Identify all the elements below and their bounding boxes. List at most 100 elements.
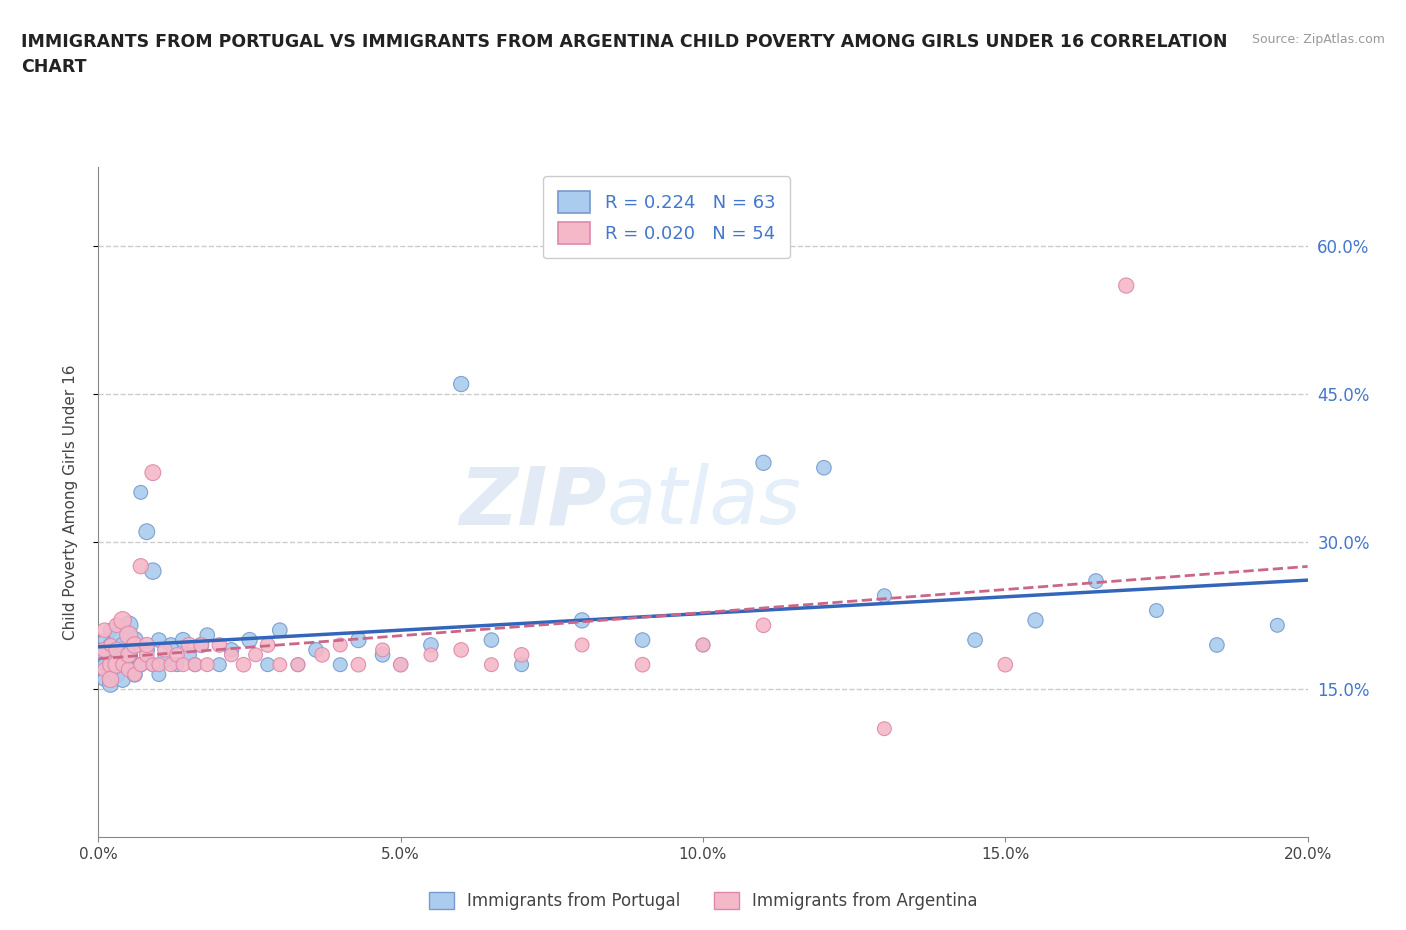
Point xyxy=(371,647,394,662)
Y-axis label: Child Poverty Among Girls Under 16: Child Poverty Among Girls Under 16 xyxy=(63,365,77,640)
Point xyxy=(873,589,896,604)
Point xyxy=(124,667,146,682)
Point xyxy=(965,632,987,647)
Point xyxy=(142,658,165,672)
Point xyxy=(1115,278,1137,293)
Point xyxy=(245,647,267,662)
Point xyxy=(329,638,352,653)
Point xyxy=(311,647,333,662)
Point xyxy=(184,658,207,672)
Point xyxy=(371,643,394,658)
Point xyxy=(160,638,183,653)
Point xyxy=(105,643,128,658)
Point xyxy=(190,638,212,653)
Point xyxy=(135,525,157,539)
Point xyxy=(994,658,1017,672)
Point xyxy=(118,662,141,677)
Point xyxy=(118,658,141,672)
Point xyxy=(124,667,146,682)
Point xyxy=(118,647,141,662)
Point xyxy=(329,658,352,672)
Point xyxy=(124,638,146,653)
Point xyxy=(179,638,201,653)
Point xyxy=(118,628,141,643)
Point xyxy=(256,638,278,653)
Point xyxy=(142,564,165,578)
Text: IMMIGRANTS FROM PORTUGAL VS IMMIGRANTS FROM ARGENTINA CHILD POVERTY AMONG GIRLS : IMMIGRANTS FROM PORTUGAL VS IMMIGRANTS F… xyxy=(21,33,1227,75)
Point xyxy=(148,667,170,682)
Point xyxy=(347,658,370,672)
Point xyxy=(1144,603,1167,618)
Legend: Immigrants from Portugal, Immigrants from Argentina: Immigrants from Portugal, Immigrants fro… xyxy=(422,885,984,917)
Point xyxy=(179,647,201,662)
Point xyxy=(221,647,243,662)
Point xyxy=(93,672,115,687)
Point xyxy=(100,623,122,638)
Point xyxy=(287,658,309,672)
Point xyxy=(208,638,231,653)
Point xyxy=(93,662,115,677)
Point xyxy=(129,559,152,574)
Point xyxy=(1206,638,1229,653)
Point xyxy=(93,623,115,638)
Point xyxy=(160,658,183,672)
Point xyxy=(93,647,115,662)
Point xyxy=(1085,574,1108,589)
Point xyxy=(100,672,122,687)
Point xyxy=(118,618,141,632)
Point xyxy=(190,638,212,653)
Point xyxy=(105,618,128,632)
Point xyxy=(111,613,134,628)
Point xyxy=(153,652,176,667)
Point xyxy=(269,623,291,638)
Point xyxy=(111,638,134,653)
Point xyxy=(148,632,170,647)
Point xyxy=(420,638,443,653)
Text: Source: ZipAtlas.com: Source: ZipAtlas.com xyxy=(1251,33,1385,46)
Point xyxy=(481,632,503,647)
Point xyxy=(100,658,122,672)
Legend: R = 0.224   N = 63, R = 0.020   N = 54: R = 0.224 N = 63, R = 0.020 N = 54 xyxy=(544,177,790,259)
Point xyxy=(93,643,115,658)
Point xyxy=(153,643,176,658)
Point xyxy=(420,647,443,662)
Point xyxy=(389,658,412,672)
Point xyxy=(105,643,128,658)
Point xyxy=(232,658,254,672)
Point xyxy=(166,658,188,672)
Point xyxy=(1267,618,1289,632)
Point xyxy=(93,658,115,672)
Point xyxy=(752,456,775,471)
Point xyxy=(347,632,370,647)
Point xyxy=(195,658,218,672)
Point xyxy=(135,647,157,662)
Point xyxy=(752,618,775,632)
Point xyxy=(1024,613,1046,628)
Point xyxy=(450,643,472,658)
Point xyxy=(256,658,278,672)
Point xyxy=(172,632,194,647)
Point xyxy=(118,647,141,662)
Point xyxy=(195,628,218,643)
Point xyxy=(148,658,170,672)
Point xyxy=(450,377,472,392)
Point xyxy=(389,658,412,672)
Point xyxy=(692,638,714,653)
Point xyxy=(105,667,128,682)
Point xyxy=(111,658,134,672)
Point xyxy=(287,658,309,672)
Point xyxy=(172,658,194,672)
Text: atlas: atlas xyxy=(606,463,801,541)
Point xyxy=(239,632,262,647)
Point xyxy=(571,638,593,653)
Point xyxy=(692,638,714,653)
Point xyxy=(873,722,896,737)
Point xyxy=(100,638,122,653)
Point xyxy=(124,632,146,647)
Point xyxy=(135,638,157,653)
Point xyxy=(481,658,503,672)
Point xyxy=(129,658,152,672)
Point xyxy=(105,658,128,672)
Point xyxy=(105,658,128,672)
Point xyxy=(571,613,593,628)
